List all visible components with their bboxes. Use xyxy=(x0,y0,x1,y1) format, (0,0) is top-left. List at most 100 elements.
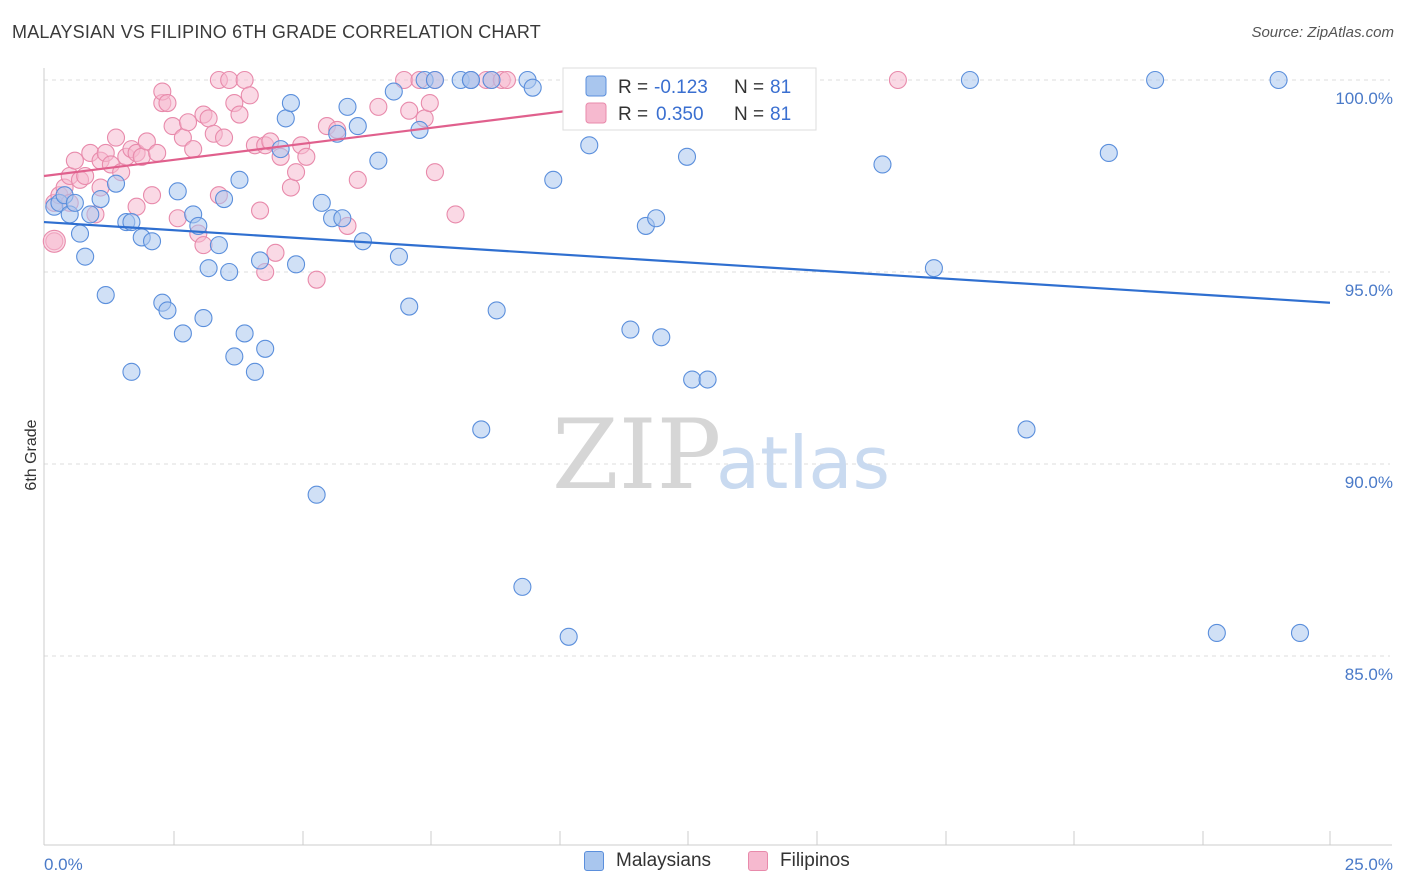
legend-item-filipinos[interactable]: Filipinos xyxy=(748,850,850,872)
y-tick-label: 100.0% xyxy=(1335,89,1393,108)
filipinos-swatch xyxy=(748,851,768,871)
legend-swatch-blue xyxy=(585,75,607,97)
malaysian-point xyxy=(122,362,141,381)
filipino-point xyxy=(369,97,388,116)
malaysians-points xyxy=(45,70,1310,646)
malaysian-point xyxy=(384,82,403,101)
legend-n-value-2: 81 xyxy=(770,104,791,125)
legend-swatch-pink xyxy=(585,102,607,124)
filipino-point xyxy=(240,86,259,105)
filipino-point xyxy=(888,70,907,90)
filipino-point xyxy=(307,270,326,289)
malaysian-point xyxy=(389,247,408,266)
filipino-point xyxy=(127,197,146,216)
filipino-point xyxy=(497,70,517,90)
malaysian-point xyxy=(70,224,90,243)
malaysian-point xyxy=(333,209,352,228)
malaysian-point xyxy=(1017,420,1036,439)
malaysian-point xyxy=(580,136,599,155)
x-tick-labels: 0.0% 25.0% xyxy=(44,855,1393,874)
malaysian-point xyxy=(647,209,666,228)
malaysian-point xyxy=(173,324,192,343)
filipino-point xyxy=(65,151,84,170)
malaysian-point xyxy=(513,577,532,596)
filipino-point xyxy=(106,128,126,147)
malaysian-point xyxy=(220,262,239,282)
filipino-point xyxy=(178,113,198,132)
filipino-point xyxy=(184,140,203,159)
watermark-zip: ZIP xyxy=(552,399,721,511)
filipino-point xyxy=(287,163,306,182)
malaysian-point xyxy=(199,259,218,278)
legend-label-filipinos: Filipinos xyxy=(780,850,850,871)
malaysian-point xyxy=(312,193,331,212)
malaysian-point xyxy=(168,182,187,201)
grid-lines xyxy=(44,79,1390,657)
malaysian-point xyxy=(1290,623,1310,643)
filipino-point xyxy=(348,170,367,189)
filipino-point xyxy=(137,132,156,151)
malaysian-point xyxy=(76,247,95,266)
filipino-point xyxy=(214,128,234,147)
malaysian-point xyxy=(106,174,126,193)
malaysian-point xyxy=(214,189,234,209)
malaysian-point xyxy=(189,216,208,235)
malaysian-point xyxy=(230,170,249,189)
malaysian-point xyxy=(487,301,506,320)
filipino-point xyxy=(142,186,162,205)
filipino-point-large xyxy=(42,229,66,253)
malaysian-point xyxy=(461,70,481,90)
malaysian-point xyxy=(307,485,326,504)
malaysian-point xyxy=(523,78,542,97)
malaysian-point xyxy=(276,109,295,128)
legend-n-value-1: 81 xyxy=(770,77,791,98)
filipino-point xyxy=(266,243,285,262)
malaysian-point xyxy=(271,140,290,159)
malaysians-swatch xyxy=(584,851,604,871)
malaysian-point xyxy=(369,151,388,170)
malaysian-point xyxy=(91,189,110,209)
filipino-point xyxy=(420,93,439,113)
filipino-point xyxy=(230,105,249,124)
watermark: ZIP atlas xyxy=(552,399,890,511)
filipino-point xyxy=(281,178,300,197)
malaysian-point xyxy=(400,297,419,316)
malaysian-point xyxy=(81,205,100,224)
malaysian-point xyxy=(1146,70,1165,90)
malaysian-point xyxy=(652,328,671,347)
filipino-point xyxy=(400,101,419,120)
malaysian-point xyxy=(924,259,943,278)
filipino-point xyxy=(425,163,444,182)
malaysian-point xyxy=(482,70,501,90)
malaysian-point xyxy=(209,236,228,255)
watermark-atlas: atlas xyxy=(716,421,890,505)
malaysian-point xyxy=(281,93,300,113)
malaysian-point xyxy=(1269,70,1288,90)
legend-item-malaysians[interactable]: Malaysians xyxy=(584,850,711,872)
malaysian-point xyxy=(287,255,306,274)
malaysian-point xyxy=(1207,623,1226,643)
malaysian-point xyxy=(194,309,213,328)
y-tick-label: 95.0% xyxy=(1345,281,1393,300)
malaysians-trend-line xyxy=(43,220,1331,304)
filipino-point xyxy=(235,70,254,90)
legend-r-label-2: R = xyxy=(618,104,648,125)
malaysian-point xyxy=(873,155,892,174)
x-tick-label-max: 25.0% xyxy=(1345,855,1393,874)
malaysian-point xyxy=(256,339,275,358)
malaysian-point xyxy=(960,70,979,90)
source-label: Source: ZipAtlas.com xyxy=(1251,24,1394,41)
legend-r-value-2: 0.350 xyxy=(656,104,704,125)
malaysian-point xyxy=(250,251,270,270)
filipino-point xyxy=(158,93,177,113)
malaysian-point xyxy=(425,70,444,90)
y-tick-labels: 100.0% 95.0% 90.0% 85.0% xyxy=(1335,89,1393,684)
y-tick-label: 85.0% xyxy=(1345,665,1393,684)
malaysian-point xyxy=(338,97,357,116)
filipino-point xyxy=(220,70,239,90)
legend-r-value-1: -0.123 xyxy=(654,77,708,98)
legend-label-malaysians: Malaysians xyxy=(616,850,712,871)
filipino-point xyxy=(148,143,167,163)
y-tick-label: 90.0% xyxy=(1345,473,1393,492)
malaysian-point xyxy=(225,347,244,366)
